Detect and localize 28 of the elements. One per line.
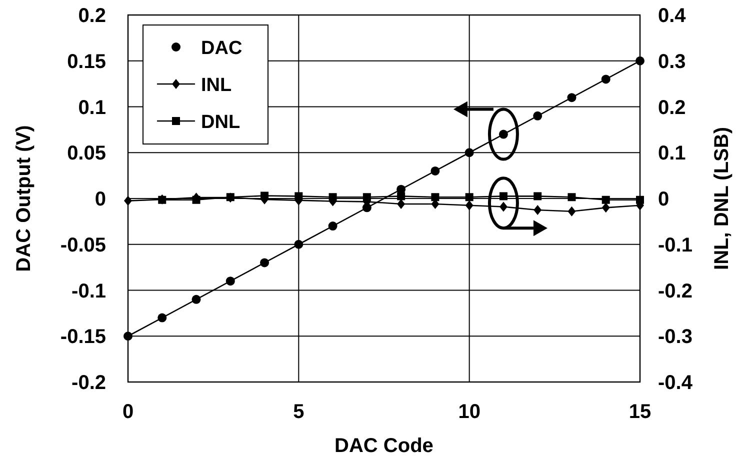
y-axis-title: DAC Output (V) bbox=[13, 125, 35, 272]
x-tick-label: 5 bbox=[293, 401, 304, 423]
y2-tick-label: -0.1 bbox=[658, 234, 692, 256]
y2-tick-label: 0.3 bbox=[658, 50, 686, 73]
legend-label: DAC bbox=[201, 38, 242, 59]
y-tick-label: 0.05 bbox=[67, 142, 106, 165]
y-tick-label: 0.15 bbox=[67, 50, 106, 73]
y2-tick-label: -0.2 bbox=[658, 280, 692, 302]
y-tick-label: -0.2 bbox=[72, 372, 106, 394]
y-tick-label: -0.1 bbox=[72, 280, 106, 302]
y2-tick-label: 0.4 bbox=[658, 5, 687, 27]
x-tick-label: 0 bbox=[122, 401, 134, 423]
y2-axis-title: INL, DNL (LSB) bbox=[711, 127, 733, 270]
y2-tick-label: 0 bbox=[658, 188, 670, 210]
x-tick-label: 10 bbox=[458, 401, 480, 423]
x-axis-title: DAC Code bbox=[334, 435, 434, 457]
y-tick-label: 0.1 bbox=[78, 96, 106, 119]
y2-tick-label: 0.2 bbox=[658, 96, 686, 119]
y-tick-label: -0.05 bbox=[60, 234, 106, 256]
y-tick-label: 0 bbox=[94, 188, 106, 210]
x-tick-label: 15 bbox=[628, 401, 652, 423]
y2-tick-label: 0.1 bbox=[658, 142, 686, 165]
legend-label: INL bbox=[201, 75, 232, 96]
y2-tick-label: -0.3 bbox=[658, 326, 692, 348]
y-tick-label: 0.2 bbox=[78, 5, 106, 27]
y2-tick-label: -0.4 bbox=[658, 372, 694, 394]
y-tick-label: -0.15 bbox=[60, 326, 106, 348]
legend-label: DNL bbox=[201, 112, 240, 133]
